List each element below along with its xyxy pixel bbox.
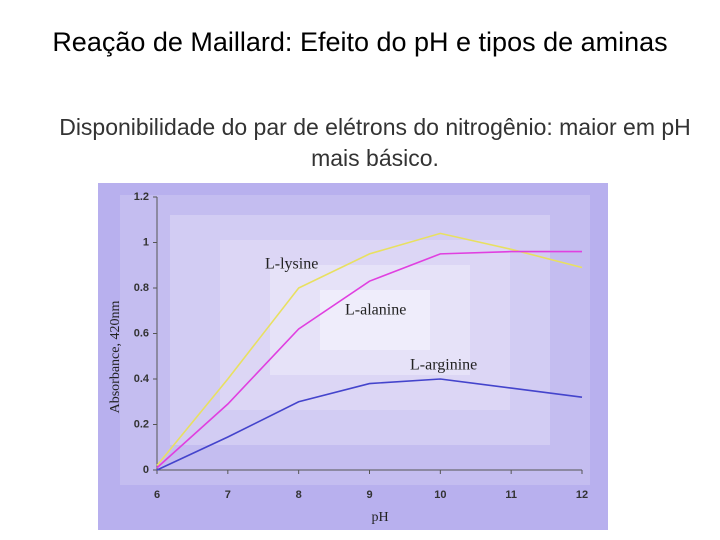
y-tick-label: 0.4 — [134, 373, 150, 385]
y-tick-label: 0 — [143, 464, 149, 476]
series-line — [156, 378, 583, 471]
series-label: L-arginine — [410, 357, 477, 374]
y-axis-label: Absorbance, 420nm — [108, 301, 123, 414]
y-tick-label: 1 — [143, 236, 149, 248]
slide-title: Reação de Maillard: Efeito do pH e tipos… — [52, 27, 668, 57]
series-label: L-alanine — [345, 302, 406, 319]
y-tick-label: 1.2 — [134, 191, 149, 203]
y-tick-label: 0.8 — [134, 282, 149, 294]
y-tick-label: 0.6 — [134, 327, 149, 339]
x-tick-label: 11 — [505, 489, 517, 501]
chart-background — [320, 290, 430, 350]
series-line — [156, 250, 582, 469]
slide-subtitle: Disponibilidade do par de elétrons do ni… — [59, 114, 691, 171]
x-axis-label: pH — [371, 510, 388, 525]
y-tick-label: 0.2 — [134, 418, 149, 430]
x-tick-label: 10 — [434, 489, 446, 501]
x-tick-label: 12 — [576, 489, 588, 501]
x-tick-label: 8 — [296, 489, 302, 501]
x-tick-label: 6 — [154, 489, 160, 501]
series-label: L-lysine — [265, 256, 318, 273]
x-tick-label: 9 — [366, 489, 372, 501]
series-line — [156, 232, 583, 466]
x-tick-label: 7 — [225, 489, 231, 501]
